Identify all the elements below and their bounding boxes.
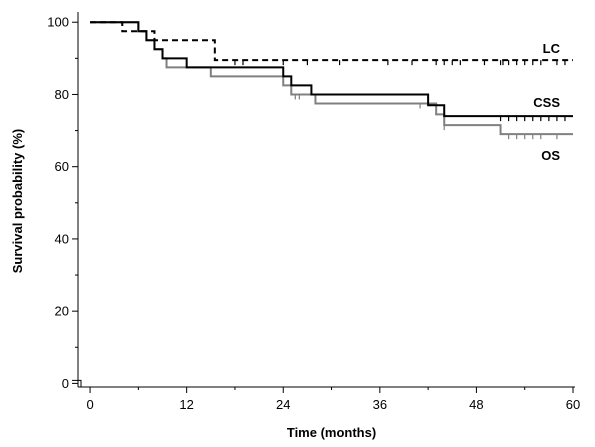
y-tick-label: 100 [47, 15, 69, 30]
y-tick-label: 40 [55, 231, 69, 246]
y-tick-label: 80 [55, 87, 69, 102]
series-labels: LC CSS OS [533, 41, 560, 163]
y-tick-label: 60 [55, 159, 69, 174]
curve-lc [90, 21, 573, 62]
series-label-css: CSS [533, 95, 560, 110]
x-tick-label: 0 [86, 397, 93, 412]
x-tick-label: 36 [373, 397, 387, 412]
x-tick-label: 12 [179, 397, 193, 412]
axes: 0 12 24 36 48 60 0 20 40 60 80 100 [47, 12, 580, 412]
y-tick-label: 0 [62, 376, 69, 391]
x-tick-label: 60 [566, 397, 580, 412]
origin-bracket [72, 379, 82, 387]
x-axis-title: Time (months) [287, 425, 376, 440]
series-label-lc: LC [543, 41, 561, 56]
x-tick-label: 24 [276, 397, 290, 412]
series-label-os: OS [541, 148, 560, 163]
curves [90, 21, 573, 140]
curve-css [90, 21, 573, 118]
x-tick-label: 48 [469, 397, 483, 412]
y-tick-label: 20 [55, 304, 69, 319]
y-axis-title: Survival probability (%) [10, 129, 25, 273]
